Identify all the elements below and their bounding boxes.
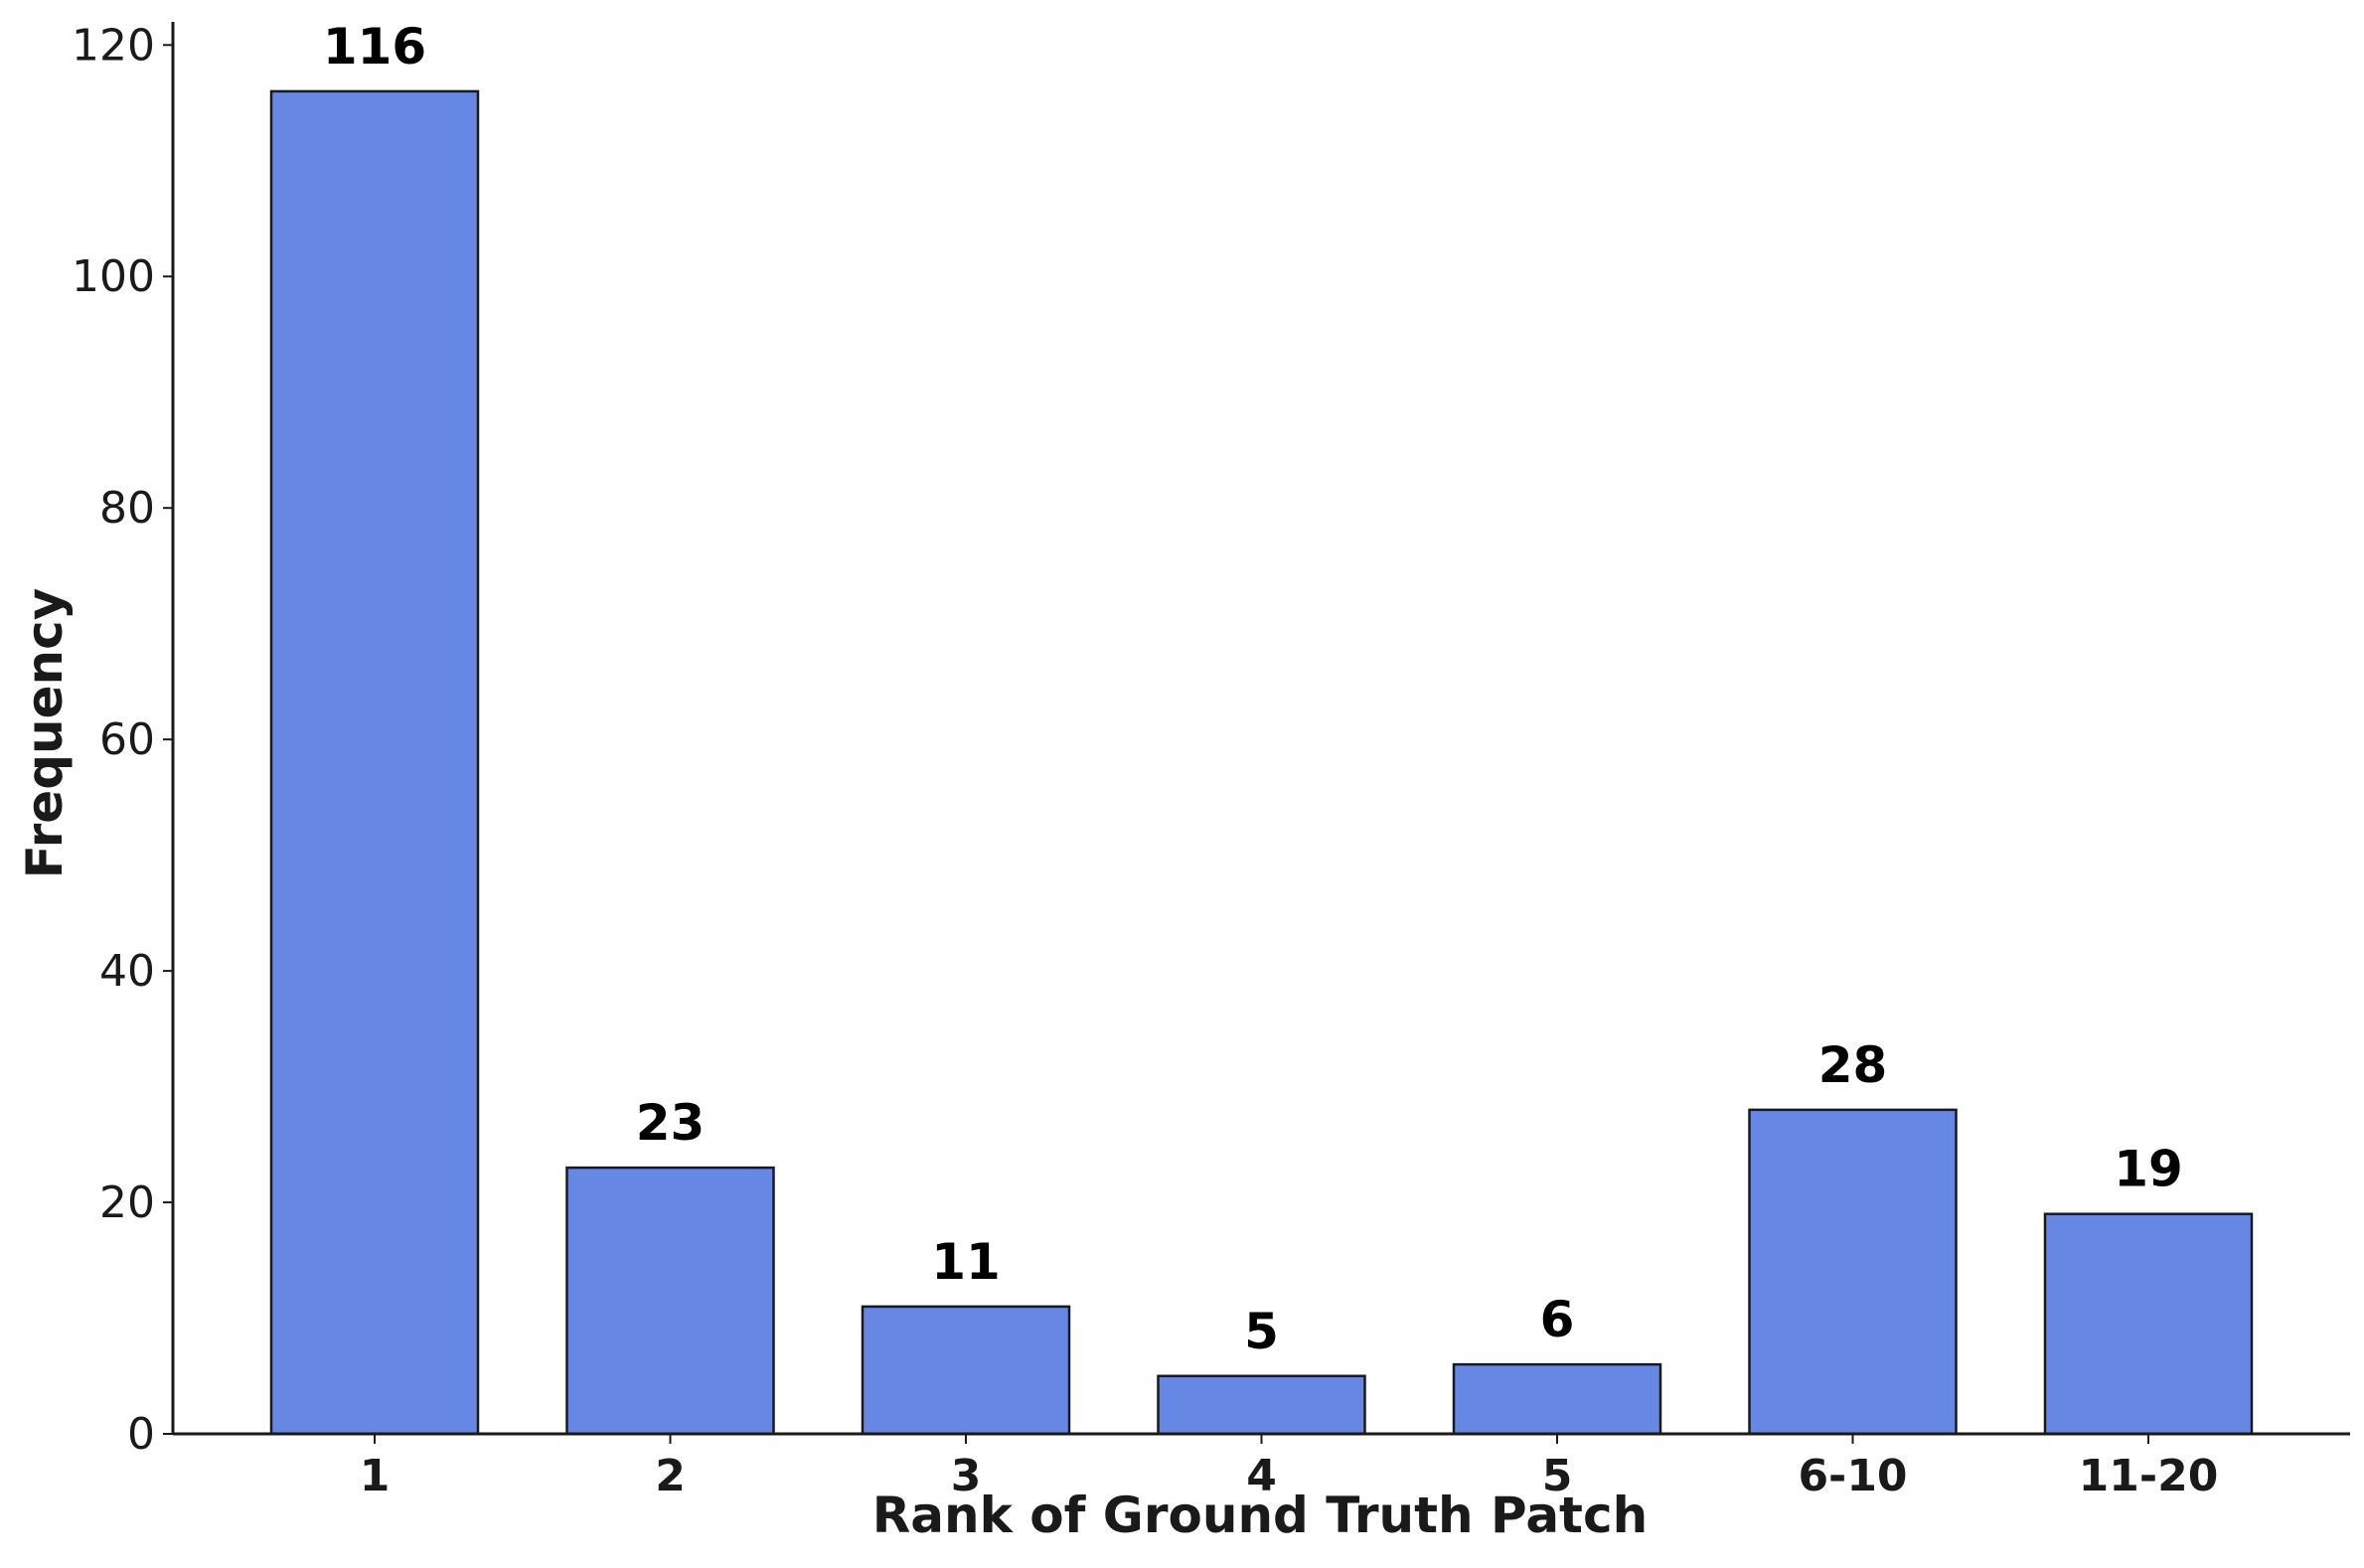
- bar-3: [861, 1305, 1071, 1436]
- y-tick-label-80: 80: [99, 483, 155, 534]
- data-label-2: 23: [636, 1094, 706, 1152]
- data-label-3: 11: [931, 1233, 1001, 1291]
- x-tick-label-4: 4: [1246, 1451, 1277, 1501]
- data-label-4: 5: [1244, 1303, 1279, 1360]
- y-tick-label-40: 40: [99, 946, 155, 997]
- bar-5: [1452, 1362, 1662, 1436]
- x-tick-label-3: 3: [951, 1451, 982, 1501]
- x-axis-label: Rank of Ground Truth Patch: [872, 1487, 1648, 1544]
- x-tick-label-6-10: 6-10: [1798, 1451, 1907, 1501]
- y-tick-label-100: 100: [72, 251, 155, 302]
- x-ticks-layer: 1 2 3 4 5 6-10 11-20: [360, 1434, 2219, 1501]
- x-tick-label-11-20: 11-20: [2079, 1451, 2219, 1501]
- y-axis-label: Frequency: [16, 588, 74, 879]
- y-tick-label-0: 0: [127, 1409, 155, 1460]
- bar-4: [1157, 1374, 1366, 1436]
- data-label-11-20: 19: [2114, 1141, 2183, 1198]
- data-labels-layer: 116 23 11 5 6 28 19: [323, 18, 2183, 1360]
- data-label-5: 6: [1540, 1291, 1575, 1348]
- y-tick-label-60: 60: [99, 714, 155, 765]
- y-tick-label-120: 120: [72, 20, 155, 71]
- data-label-6-10: 28: [1818, 1036, 1888, 1094]
- bars-layer: [269, 89, 2254, 1436]
- bar-11-20: [2043, 1212, 2254, 1436]
- y-ticks-layer: 0 20 40 60 80 100 120: [72, 20, 173, 1460]
- data-label-1: 116: [323, 18, 426, 76]
- x-tick-label-1: 1: [360, 1451, 391, 1501]
- bar-1: [269, 89, 480, 1436]
- x-tick-label-5: 5: [1542, 1451, 1573, 1501]
- x-tick-label-2: 2: [655, 1451, 686, 1501]
- y-tick-label-20: 20: [99, 1177, 155, 1228]
- bar-6-10: [1748, 1108, 1958, 1436]
- bar-2: [565, 1166, 775, 1436]
